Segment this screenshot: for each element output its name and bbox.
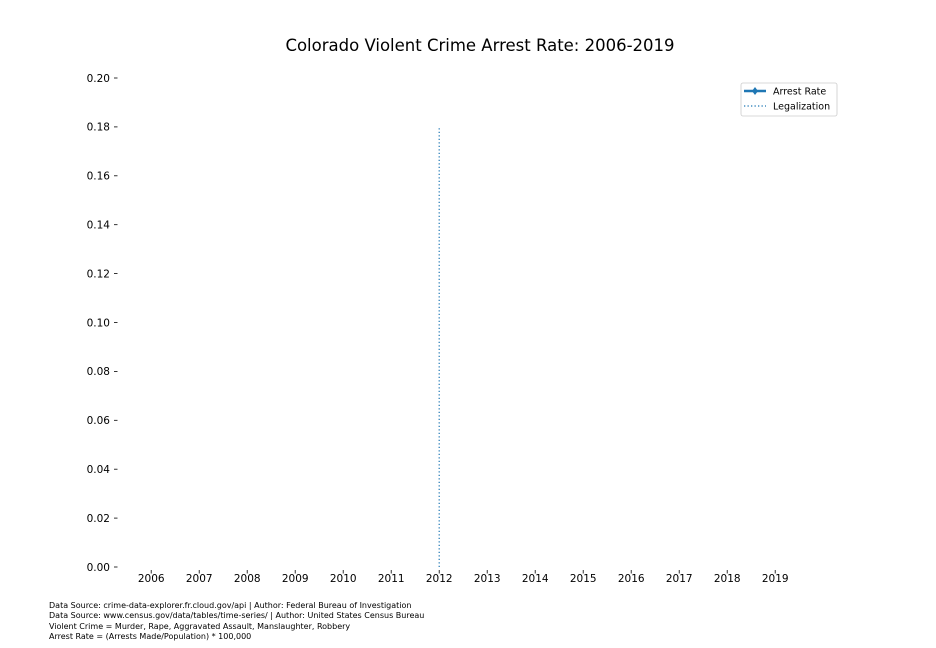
legend-entry-arrest-rate: Arrest Rate xyxy=(773,87,826,98)
y-axis: 0.00 0.02 0.04 0.06 0.08 0.10 0.12 0.14 0.16 0.18… xyxy=(87,73,118,574)
legend-arrest-rate-marker xyxy=(752,87,758,95)
footnote-arrest-rate-formula: Arrest Rate = (Arrests Made/Population) … xyxy=(49,632,252,642)
x-tick-label: 2015 xyxy=(570,573,597,585)
y-tick-label: 0.08 xyxy=(87,366,110,378)
y-tick-label: 0.14 xyxy=(87,220,111,232)
x-tick-label: 2007 xyxy=(186,573,213,585)
x-tick-label: 2018 xyxy=(714,573,741,585)
x-tick-label: 2010 xyxy=(330,573,357,585)
y-tick-label: 0.04 xyxy=(87,464,111,476)
footnotes: Data Source: crime-data-explorer.fr.clou… xyxy=(49,601,424,643)
chart-title: Colorado Violent Crime Arrest Rate: 2006… xyxy=(285,36,674,55)
y-tick-label: 0.06 xyxy=(87,415,111,427)
footnote-fbi-source: Data Source: crime-data-explorer.fr.clou… xyxy=(49,601,412,610)
x-tick-label: 2016 xyxy=(618,573,645,585)
x-tick-label: 2012 xyxy=(426,573,453,585)
footnote-census-source: Data Source: www.census.gov/data/tables/… xyxy=(49,611,425,621)
y-tick-label: 0.16 xyxy=(87,171,111,183)
x-tick-label: 2008 xyxy=(234,573,261,585)
y-tick-label: 0.20 xyxy=(87,73,110,85)
x-axis: 2006 2007 2008 2009 2010 2011 2012 2013 2014 2015… xyxy=(138,570,789,585)
y-tick-label: 0.12 xyxy=(87,268,110,280)
legend-entry-legalization: Legalization xyxy=(773,102,830,113)
legend: Arrest Rate Legalization xyxy=(740,82,838,117)
y-tick-label: 0.00 xyxy=(87,562,110,574)
y-tick-label: 0.10 xyxy=(87,317,110,329)
x-tick-label: 2019 xyxy=(762,573,789,585)
y-tick-label: 0.18 xyxy=(87,122,110,134)
x-tick-label: 2017 xyxy=(666,573,693,585)
x-tick-label: 2013 xyxy=(474,573,501,585)
y-tick-label: 0.02 xyxy=(87,513,110,525)
footnote-violent-crime-definition: Violent Crime = Murder, Rape, Aggravated… xyxy=(49,621,351,631)
x-tick-label: 2014 xyxy=(522,573,549,585)
x-tick-label: 2006 xyxy=(138,573,165,585)
x-tick-label: 2011 xyxy=(378,573,405,585)
x-tick-label: 2009 xyxy=(282,573,309,585)
